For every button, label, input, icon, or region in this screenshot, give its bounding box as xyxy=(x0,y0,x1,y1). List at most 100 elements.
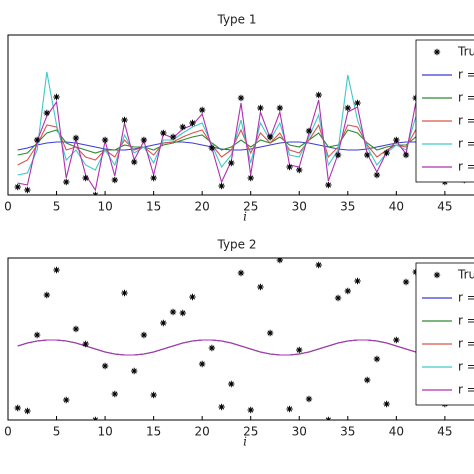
data-point xyxy=(315,91,322,99)
x-tick-label: 30 xyxy=(292,425,307,439)
x-tick-label: 10 xyxy=(97,425,112,439)
data-point xyxy=(33,136,41,144)
x-tick-label: 20 xyxy=(195,425,210,439)
data-point xyxy=(92,416,99,420)
x-axis-label: i xyxy=(243,435,247,449)
data-point xyxy=(14,183,21,191)
legend-label: r = xyxy=(458,314,474,328)
x-tick-label: 0 xyxy=(4,425,12,439)
data-point xyxy=(169,308,177,316)
data-point xyxy=(325,416,332,420)
legend-box xyxy=(415,262,474,406)
plot-frame xyxy=(7,257,474,421)
legend-label: r = xyxy=(458,337,474,351)
data-point xyxy=(354,277,361,285)
plot-area xyxy=(14,71,468,195)
data-point xyxy=(111,390,118,398)
data-point xyxy=(373,355,381,363)
data-point xyxy=(24,407,31,415)
series-line xyxy=(17,339,465,356)
data-point xyxy=(218,403,225,411)
x-tick-label: 35 xyxy=(340,425,355,439)
legend-label: Tru xyxy=(457,268,474,282)
data-point xyxy=(82,340,89,348)
legend-label: r = xyxy=(458,383,474,397)
x-tick-label: 40 xyxy=(389,425,404,439)
x-tick-label: 5 xyxy=(53,200,61,214)
data-point xyxy=(393,336,400,344)
data-point xyxy=(24,186,31,194)
x-tick-label: 15 xyxy=(146,425,161,439)
legend-label: r = xyxy=(458,360,474,374)
data-point xyxy=(101,136,109,144)
data-point xyxy=(373,171,381,179)
x-tick-label: 25 xyxy=(243,425,258,439)
data-point xyxy=(276,104,284,112)
data-point xyxy=(189,119,196,127)
data-point xyxy=(344,104,351,112)
x-tick-label: 20 xyxy=(195,200,210,214)
data-point xyxy=(179,123,186,131)
x-axis-label: i xyxy=(243,210,247,224)
data-point xyxy=(325,181,332,189)
legend-label: r = xyxy=(458,160,474,174)
legend-swatch xyxy=(433,48,441,56)
data-point xyxy=(334,151,342,159)
data-point xyxy=(131,158,138,166)
data-point xyxy=(237,94,245,102)
data-point xyxy=(344,287,351,295)
data-point xyxy=(82,174,89,182)
data-point xyxy=(286,405,293,413)
legend-label: r = xyxy=(458,114,474,128)
data-point xyxy=(228,159,235,167)
data-point xyxy=(402,151,410,159)
data-point xyxy=(189,293,196,301)
plot-area xyxy=(14,258,468,420)
data-point xyxy=(14,404,21,412)
data-point xyxy=(305,395,313,403)
data-point xyxy=(296,346,303,354)
x-tick-label: 40 xyxy=(389,200,404,214)
data-point xyxy=(43,291,51,299)
data-point xyxy=(276,258,284,264)
data-point xyxy=(198,360,206,368)
x-tick-label: 15 xyxy=(146,200,161,214)
data-point xyxy=(393,136,400,144)
data-point xyxy=(160,319,167,327)
x-tick-label: 30 xyxy=(292,200,307,214)
data-point xyxy=(354,99,361,107)
data-point xyxy=(121,116,128,124)
data-point xyxy=(140,136,148,144)
chart-title: Type 2 xyxy=(216,238,256,252)
plot-frame xyxy=(7,34,474,196)
data-point xyxy=(198,106,206,114)
data-point xyxy=(296,166,303,174)
data-point xyxy=(383,400,390,408)
data-point xyxy=(315,261,322,269)
series-line xyxy=(17,141,465,151)
series-line xyxy=(17,339,465,356)
x-tick-label: 45 xyxy=(437,425,452,439)
data-point xyxy=(364,151,371,159)
legend-label: r = xyxy=(458,291,474,305)
data-point xyxy=(101,362,109,370)
data-point xyxy=(266,133,274,141)
legend-label: r = xyxy=(458,137,474,151)
data-point xyxy=(92,191,99,195)
data-point xyxy=(111,176,118,184)
data-point xyxy=(247,406,254,414)
data-point xyxy=(140,331,148,339)
x-tick-label: 5 xyxy=(53,425,61,439)
data-point xyxy=(305,127,313,135)
data-point xyxy=(169,133,177,141)
data-point xyxy=(150,174,157,182)
data-point xyxy=(208,344,216,352)
data-point xyxy=(266,329,274,337)
x-tick-label: 45 xyxy=(437,200,452,214)
data-point xyxy=(53,93,60,101)
x-tick-label: 35 xyxy=(340,200,355,214)
x-tick-label: 10 xyxy=(97,200,112,214)
data-point xyxy=(257,283,264,291)
data-point xyxy=(63,396,70,404)
